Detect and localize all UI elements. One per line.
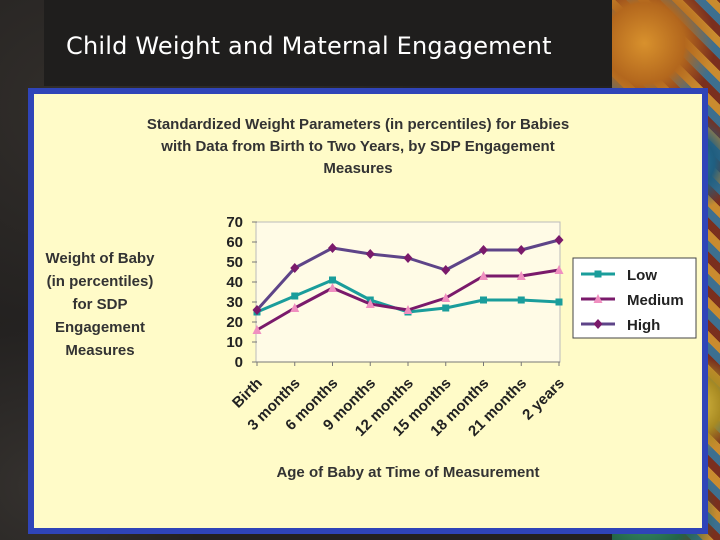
- series-low-point: [517, 296, 525, 304]
- series-high-point: [441, 265, 451, 275]
- chart-title-line-1: Standardized Weight Parameters (in perce…: [147, 116, 569, 133]
- series-medium-point: [365, 299, 375, 308]
- legend-label-medium: Medium: [627, 292, 684, 309]
- series-low-point: [442, 304, 450, 312]
- y-tick-label: 50: [226, 254, 243, 271]
- series-high-point: [290, 263, 300, 273]
- series-high-point: [516, 245, 526, 255]
- series-high-point: [479, 245, 488, 255]
- chart-title-line-2: with Data from Birth to Two Years, by SD…: [160, 138, 554, 155]
- chart-title-line-3: Measures: [323, 160, 392, 177]
- series-high-point: [252, 305, 262, 315]
- series-medium-point: [441, 293, 451, 302]
- legend-marker-medium: [593, 294, 603, 303]
- legend-label-low: Low: [627, 267, 657, 284]
- series-high-point: [403, 253, 413, 263]
- series-medium-point: [554, 265, 564, 274]
- y-tick-label: 70: [226, 214, 243, 231]
- series-medium-point: [328, 283, 337, 292]
- series-medium-point: [290, 303, 300, 312]
- y-axis-label-line-1: Weight of Baby: [46, 250, 156, 267]
- y-tick-label: 0: [235, 354, 243, 371]
- y-axis-label-line-4: Engagement: [55, 319, 145, 336]
- y-tick-label: 30: [226, 294, 243, 311]
- series-medium-point: [252, 325, 262, 334]
- y-tick-label: 40: [226, 274, 243, 291]
- y-tick-label: 10: [226, 334, 243, 351]
- series-low-point: [291, 292, 299, 300]
- series-medium-point: [403, 305, 413, 314]
- series-low-point: [555, 298, 563, 306]
- y-axis-label-line-5: Measures: [65, 342, 134, 359]
- legend: Low Medium High: [572, 257, 697, 339]
- series-low-point: [480, 296, 487, 304]
- title-bar: [44, 0, 612, 86]
- x-axis-label: Age of Baby at Time of Measurement: [276, 464, 539, 481]
- legend-label-high: High: [627, 317, 660, 334]
- series-high-point: [328, 243, 337, 253]
- series-low-point: [329, 276, 336, 284]
- y-axis-label-line-2: (in percentiles): [47, 273, 154, 290]
- slide-title: Child Weight and Maternal Engagement: [66, 32, 552, 60]
- series-medium-point: [516, 271, 526, 280]
- series-high-point: [365, 249, 375, 259]
- y-axis-label-line-3: for SDP: [72, 296, 127, 313]
- legend-marker-low: [594, 270, 602, 278]
- legend-marker-high: [593, 319, 603, 329]
- series-high-point: [554, 235, 564, 245]
- series-medium-point: [479, 271, 488, 280]
- y-tick-label: 60: [226, 234, 243, 251]
- x-tick-label: 2 years: [519, 375, 568, 424]
- y-tick-label: 20: [226, 314, 243, 331]
